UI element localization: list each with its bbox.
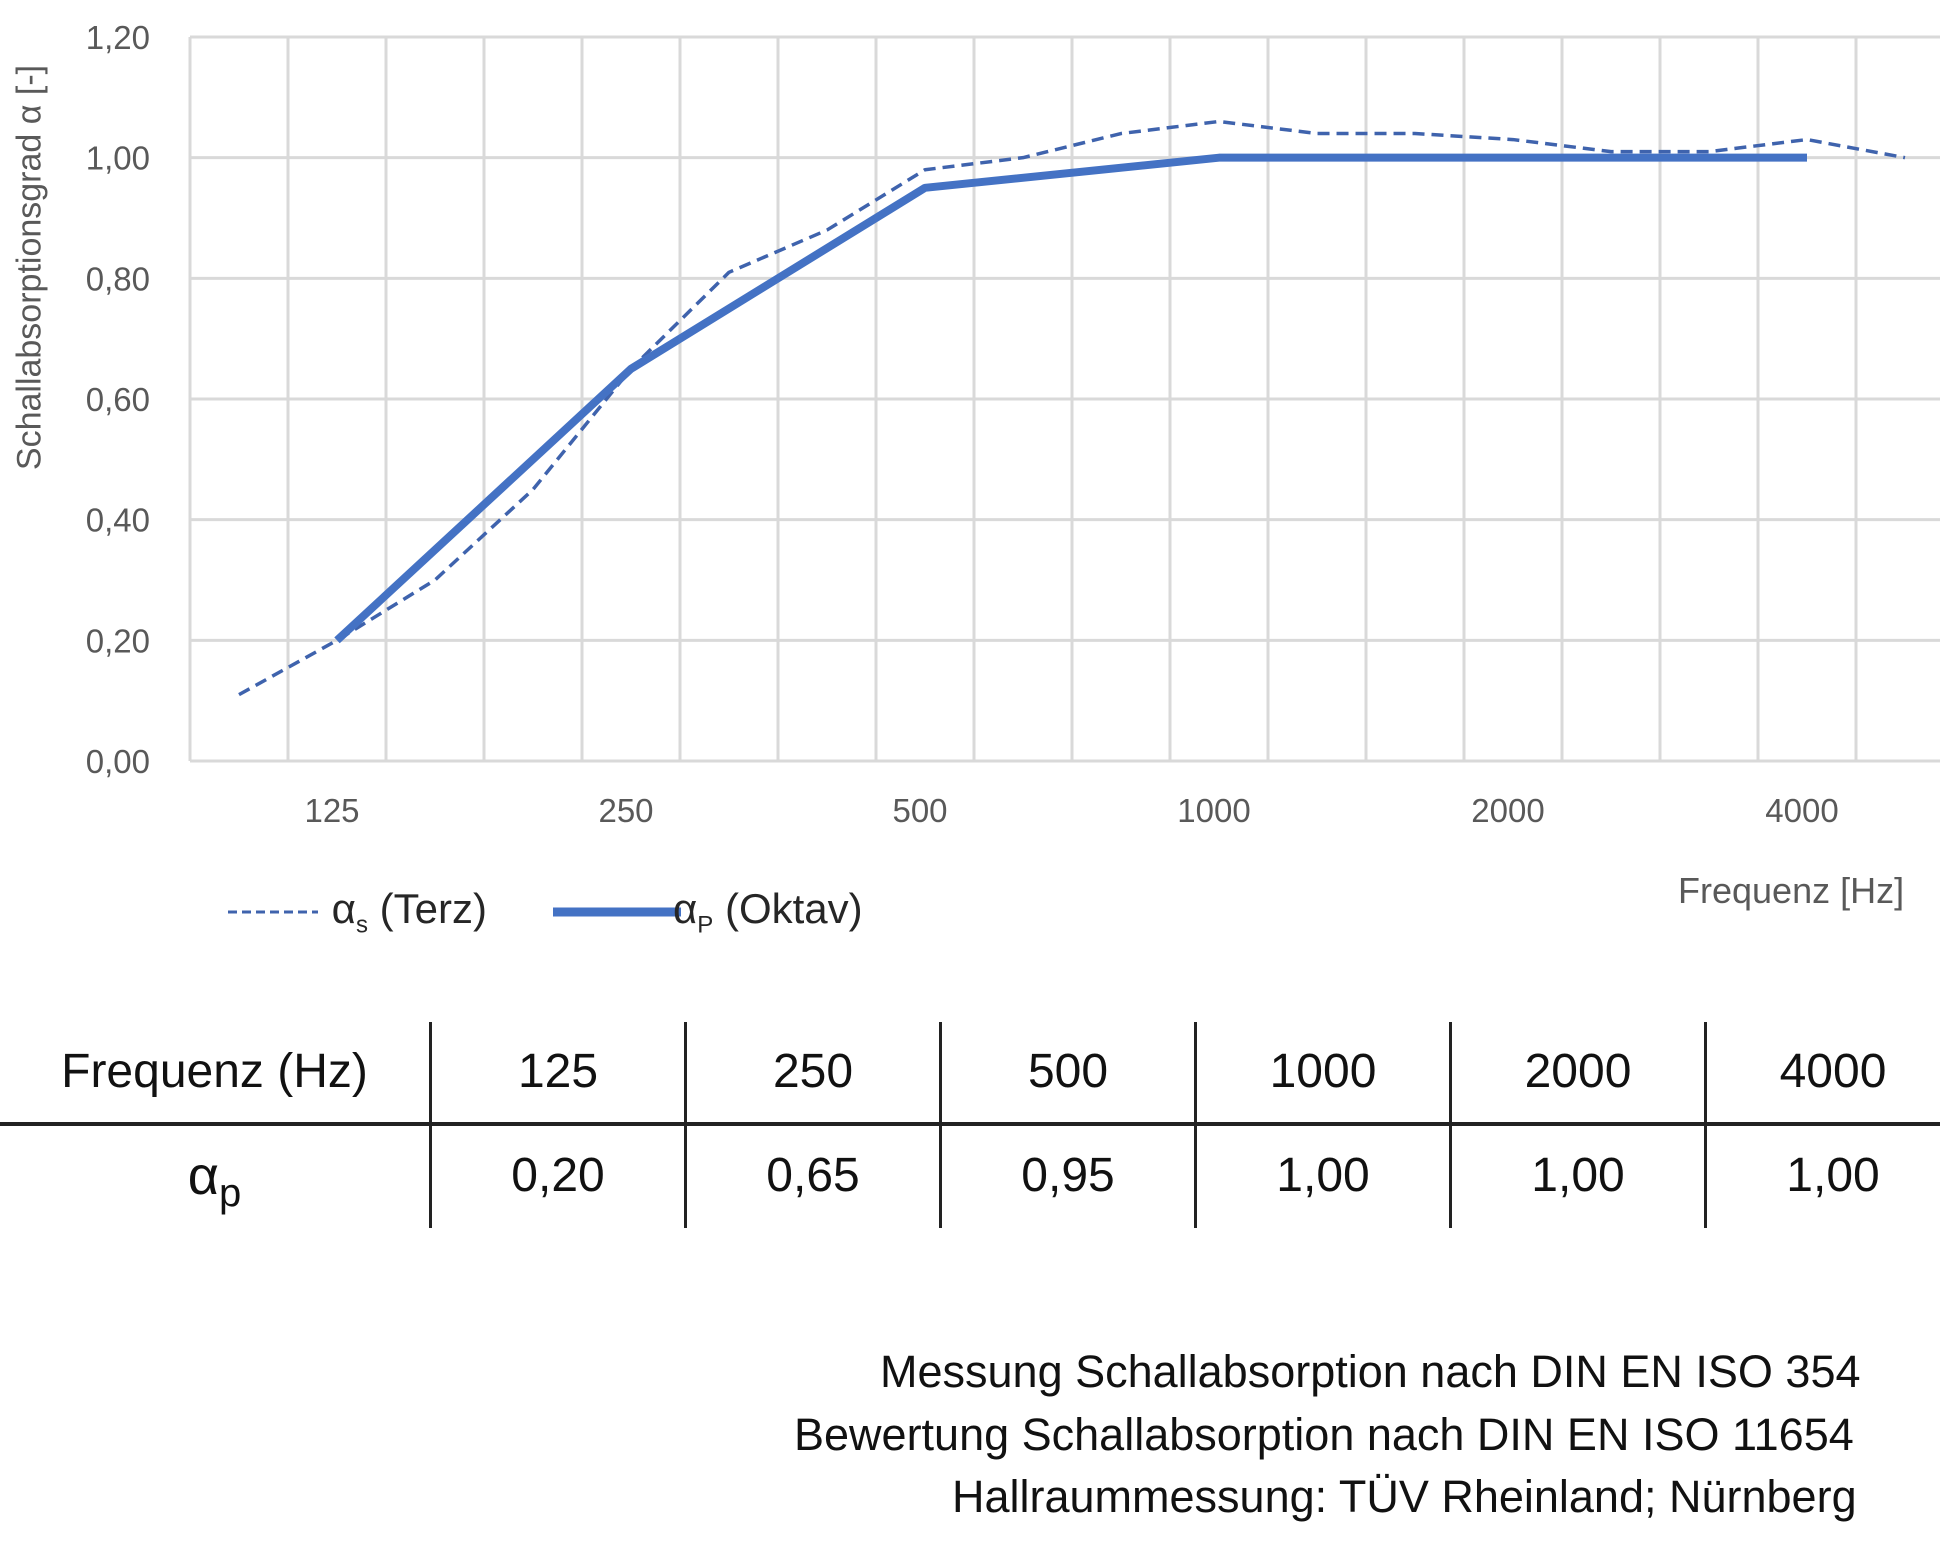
series-line-terz	[238, 119, 1906, 697]
legend-item-terz: αs (Terz)	[228, 885, 487, 939]
legend-label: (Oktav)	[724, 885, 863, 932]
y-axis-title: Schallabsorptionsgrad α [-]	[10, 64, 49, 471]
table-value-cell: 1,00	[1531, 1149, 1625, 1202]
legend-item-oktav: αP (Oktav)	[553, 885, 863, 939]
x-tick-label: 2000	[1471, 792, 1544, 829]
table-frequency-cell: 4000	[1779, 1045, 1887, 1098]
series-line-oktav	[334, 153, 1807, 644]
y-tick-label: 0,60	[86, 381, 150, 418]
table-frequency-cell: 2000	[1524, 1045, 1632, 1098]
table-header-divider	[0, 1122, 1940, 1126]
row-label-subscript: p	[218, 1170, 242, 1215]
table-frequency-cell: 250	[772, 1045, 854, 1098]
footer-line-2: Bewertung Schallabsorption nach DIN EN I…	[794, 1409, 1854, 1460]
y-tick-label: 1,20	[86, 19, 150, 56]
legend-subscript: s	[355, 911, 368, 939]
y-tick-label: 0,20	[86, 622, 150, 659]
table-value-cell: 1,00	[1786, 1149, 1880, 1202]
x-tick-label: 125	[304, 792, 359, 829]
y-tick-label: 0,00	[86, 743, 150, 780]
table-header-label: Frequenz (Hz)	[61, 1045, 368, 1098]
x-tick-label: 500	[892, 792, 947, 829]
table-value-cell: 0,20	[511, 1149, 605, 1202]
absorption-table: Frequenz (Hz) αp 125 0,20 250 0,65 500 0,95 10…	[0, 1022, 1940, 1228]
legend-subscript: P	[697, 911, 714, 939]
x-tick-label: 250	[598, 792, 653, 829]
row-label-symbol: α	[187, 1146, 219, 1206]
legend-symbol: α	[673, 885, 698, 932]
table-frequency-cell: 1000	[1269, 1045, 1377, 1098]
absorption-chart: 0,00 0,20 0,40 0,60 0,80 1,00 1,20 125 250 500 100…	[86, 19, 1940, 829]
x-tick-label: 1000	[1177, 792, 1250, 829]
legend-symbol: α	[331, 885, 356, 932]
x-tick-label: 4000	[1765, 792, 1838, 829]
y-tick-label: 0,40	[86, 502, 150, 539]
table-frequency-cell: 125	[517, 1045, 599, 1098]
table-value-cell: 0,65	[766, 1149, 860, 1202]
solid-line-legend-icon	[553, 907, 681, 917]
y-tick-label: 1,00	[86, 140, 150, 177]
dashed-line-legend-icon	[228, 910, 318, 914]
y-tick-label: 0,80	[86, 260, 150, 297]
legend-label: (Terz)	[379, 885, 487, 932]
table-row-label: αp	[0, 1126, 429, 1226]
table-value-cell: 1,00	[1276, 1149, 1370, 1202]
table-frequency-cell: 500	[1027, 1045, 1109, 1098]
footer-line-3: Hallraummessung: TÜV Rheinland; Nürnberg	[952, 1471, 1857, 1522]
footer-line-1: Messung Schallabsorption nach DIN EN ISO…	[880, 1346, 1861, 1397]
x-axis-title: Frequenz [Hz]	[1678, 870, 1905, 911]
table-value-cell: 0,95	[1021, 1149, 1115, 1202]
